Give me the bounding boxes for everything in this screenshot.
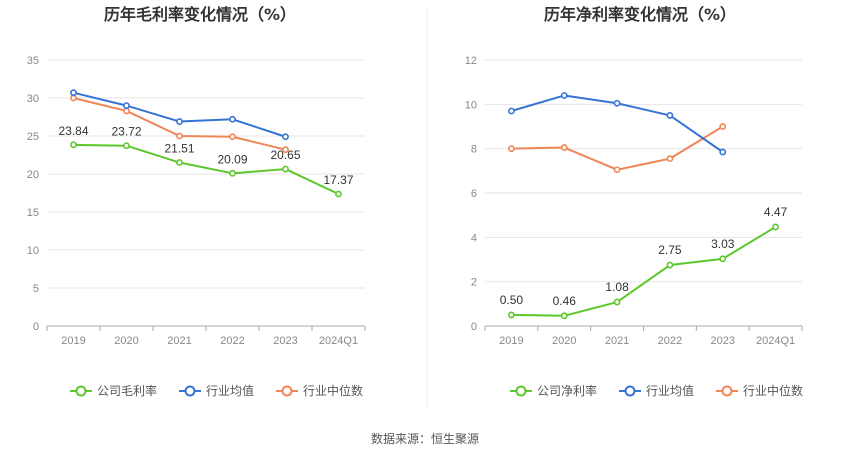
legend-label: 行业中位数 bbox=[303, 383, 363, 398]
data-label: 21.51 bbox=[164, 142, 194, 156]
data-label: 1.08 bbox=[605, 280, 629, 294]
series-line-2 bbox=[73, 91, 286, 138]
x-tick-label: 2019 bbox=[499, 335, 523, 347]
y-tick-label: 8 bbox=[471, 144, 477, 156]
y-tick-label: 5 bbox=[33, 283, 39, 295]
data-label: 23.84 bbox=[58, 124, 88, 138]
series-1-point[interactable] bbox=[229, 169, 236, 177]
series-1-point[interactable] bbox=[176, 159, 183, 166]
series-2-point[interactable] bbox=[508, 107, 515, 115]
x-tick-label: 2022 bbox=[658, 335, 682, 347]
legend-item-2[interactable]: 行业均值 bbox=[619, 383, 694, 398]
y-tick-label: 6 bbox=[471, 188, 477, 200]
y-tick-label: 25 bbox=[27, 131, 39, 143]
x-tick-label: 2024Q1 bbox=[756, 335, 795, 347]
y-tick-label: 2 bbox=[471, 277, 477, 289]
series-3-point[interactable] bbox=[282, 146, 289, 154]
data-label: 0.50 bbox=[500, 293, 524, 307]
series-1-point[interactable] bbox=[508, 311, 515, 319]
legend-label: 行业中位数 bbox=[743, 383, 803, 398]
data-label: 4.47 bbox=[764, 205, 788, 219]
data-label: 3.03 bbox=[711, 237, 735, 251]
series-1-point[interactable] bbox=[335, 190, 342, 198]
x-tick-label: 2023 bbox=[273, 335, 297, 347]
legend-marker bbox=[281, 385, 293, 397]
data-label: 20.09 bbox=[217, 152, 247, 166]
series-3-point[interactable] bbox=[560, 144, 568, 151]
x-tick-label: 2024Q1 bbox=[319, 335, 358, 347]
y-tick-label: 0 bbox=[33, 321, 39, 333]
series-1-point[interactable] bbox=[560, 312, 568, 320]
series-2-point[interactable] bbox=[176, 118, 183, 125]
series-1-point[interactable] bbox=[666, 261, 674, 269]
chart-panel-2: 历年净利率变化情况（%） 0 2 4 6 8 10 12 2019 2020 2021 2022 202… bbox=[465, 5, 803, 398]
legend-item-1[interactable]: 公司净利率 bbox=[510, 383, 597, 398]
series-2-point[interactable] bbox=[282, 133, 289, 141]
series-2-point[interactable] bbox=[70, 89, 77, 97]
legend-label: 公司毛利率 bbox=[97, 383, 157, 398]
series-2-point[interactable] bbox=[123, 102, 130, 109]
y-tick-label: 20 bbox=[27, 169, 39, 181]
source-text: 数据来源：恒生聚源 bbox=[371, 431, 479, 446]
series-3-point[interactable] bbox=[613, 166, 621, 174]
legend-marker bbox=[721, 385, 733, 397]
legend-item-1[interactable]: 公司毛利率 bbox=[70, 383, 157, 398]
x-tick-label: 2020 bbox=[114, 335, 138, 347]
series-3-point[interactable] bbox=[666, 155, 674, 163]
x-tick-label: 2020 bbox=[552, 335, 576, 347]
series-2-point[interactable] bbox=[560, 92, 568, 99]
chart-title: 历年净利率变化情况（%） bbox=[544, 5, 736, 24]
series-2-point[interactable] bbox=[613, 99, 621, 107]
y-tick-label: 12 bbox=[465, 55, 477, 67]
chart-title: 历年毛利率变化情况（%） bbox=[104, 5, 296, 24]
series-1-point[interactable] bbox=[70, 141, 77, 149]
y-tick-label: 15 bbox=[27, 207, 39, 219]
data-label: 17.37 bbox=[323, 173, 353, 187]
series-3-point[interactable] bbox=[229, 133, 236, 141]
series-3-point[interactable] bbox=[123, 107, 130, 115]
series-1-point[interactable] bbox=[123, 142, 130, 150]
data-label: 2.75 bbox=[658, 243, 682, 257]
legend-marker bbox=[184, 385, 196, 397]
legend-marker bbox=[515, 385, 527, 397]
series-3-point[interactable] bbox=[508, 145, 515, 153]
legend-marker bbox=[624, 385, 636, 397]
series-1-point[interactable] bbox=[613, 298, 621, 306]
legend-marker bbox=[75, 385, 87, 397]
series-3-point[interactable] bbox=[70, 94, 77, 102]
legend-label: 公司净利率 bbox=[537, 383, 597, 398]
series-line-1 bbox=[511, 226, 777, 317]
legend-label: 行业均值 bbox=[206, 383, 254, 398]
series-1-point[interactable] bbox=[772, 223, 779, 231]
x-tick-label: 2019 bbox=[61, 335, 85, 347]
y-tick-label: 10 bbox=[465, 99, 477, 111]
y-tick-label: 35 bbox=[27, 55, 39, 67]
data-label: 0.46 bbox=[553, 294, 577, 308]
data-label: 20.65 bbox=[270, 148, 300, 162]
data-label: 23.72 bbox=[111, 125, 141, 139]
x-tick-label: 2023 bbox=[711, 335, 735, 347]
series-1-point[interactable] bbox=[282, 165, 289, 173]
series-2-point[interactable] bbox=[719, 148, 727, 156]
x-tick-label: 2021 bbox=[605, 335, 629, 347]
y-tick-label: 4 bbox=[471, 232, 477, 244]
x-tick-label: 2021 bbox=[167, 335, 191, 347]
series-3-point[interactable] bbox=[719, 123, 727, 130]
series-3-point[interactable] bbox=[176, 132, 183, 140]
chart-panel-1: 历年毛利率变化情况（%） 0 5 10 15 20 25 30 35 2019 2020 2021 20… bbox=[27, 5, 366, 398]
legend-label: 行业均值 bbox=[646, 383, 694, 398]
x-tick-label: 2022 bbox=[220, 335, 244, 347]
series-2-point[interactable] bbox=[229, 115, 236, 123]
y-tick-label: 0 bbox=[471, 321, 477, 333]
legend-item-3[interactable]: 行业中位数 bbox=[716, 383, 803, 398]
series-1-point[interactable] bbox=[719, 255, 727, 263]
series-2-point[interactable] bbox=[666, 112, 674, 119]
y-tick-label: 30 bbox=[27, 93, 39, 105]
y-tick-label: 10 bbox=[27, 245, 39, 257]
series-line-1 bbox=[73, 143, 339, 195]
series-line-3 bbox=[511, 125, 724, 171]
legend-item-2[interactable]: 行业均值 bbox=[179, 383, 254, 398]
legend-item-3[interactable]: 行业中位数 bbox=[276, 383, 363, 398]
